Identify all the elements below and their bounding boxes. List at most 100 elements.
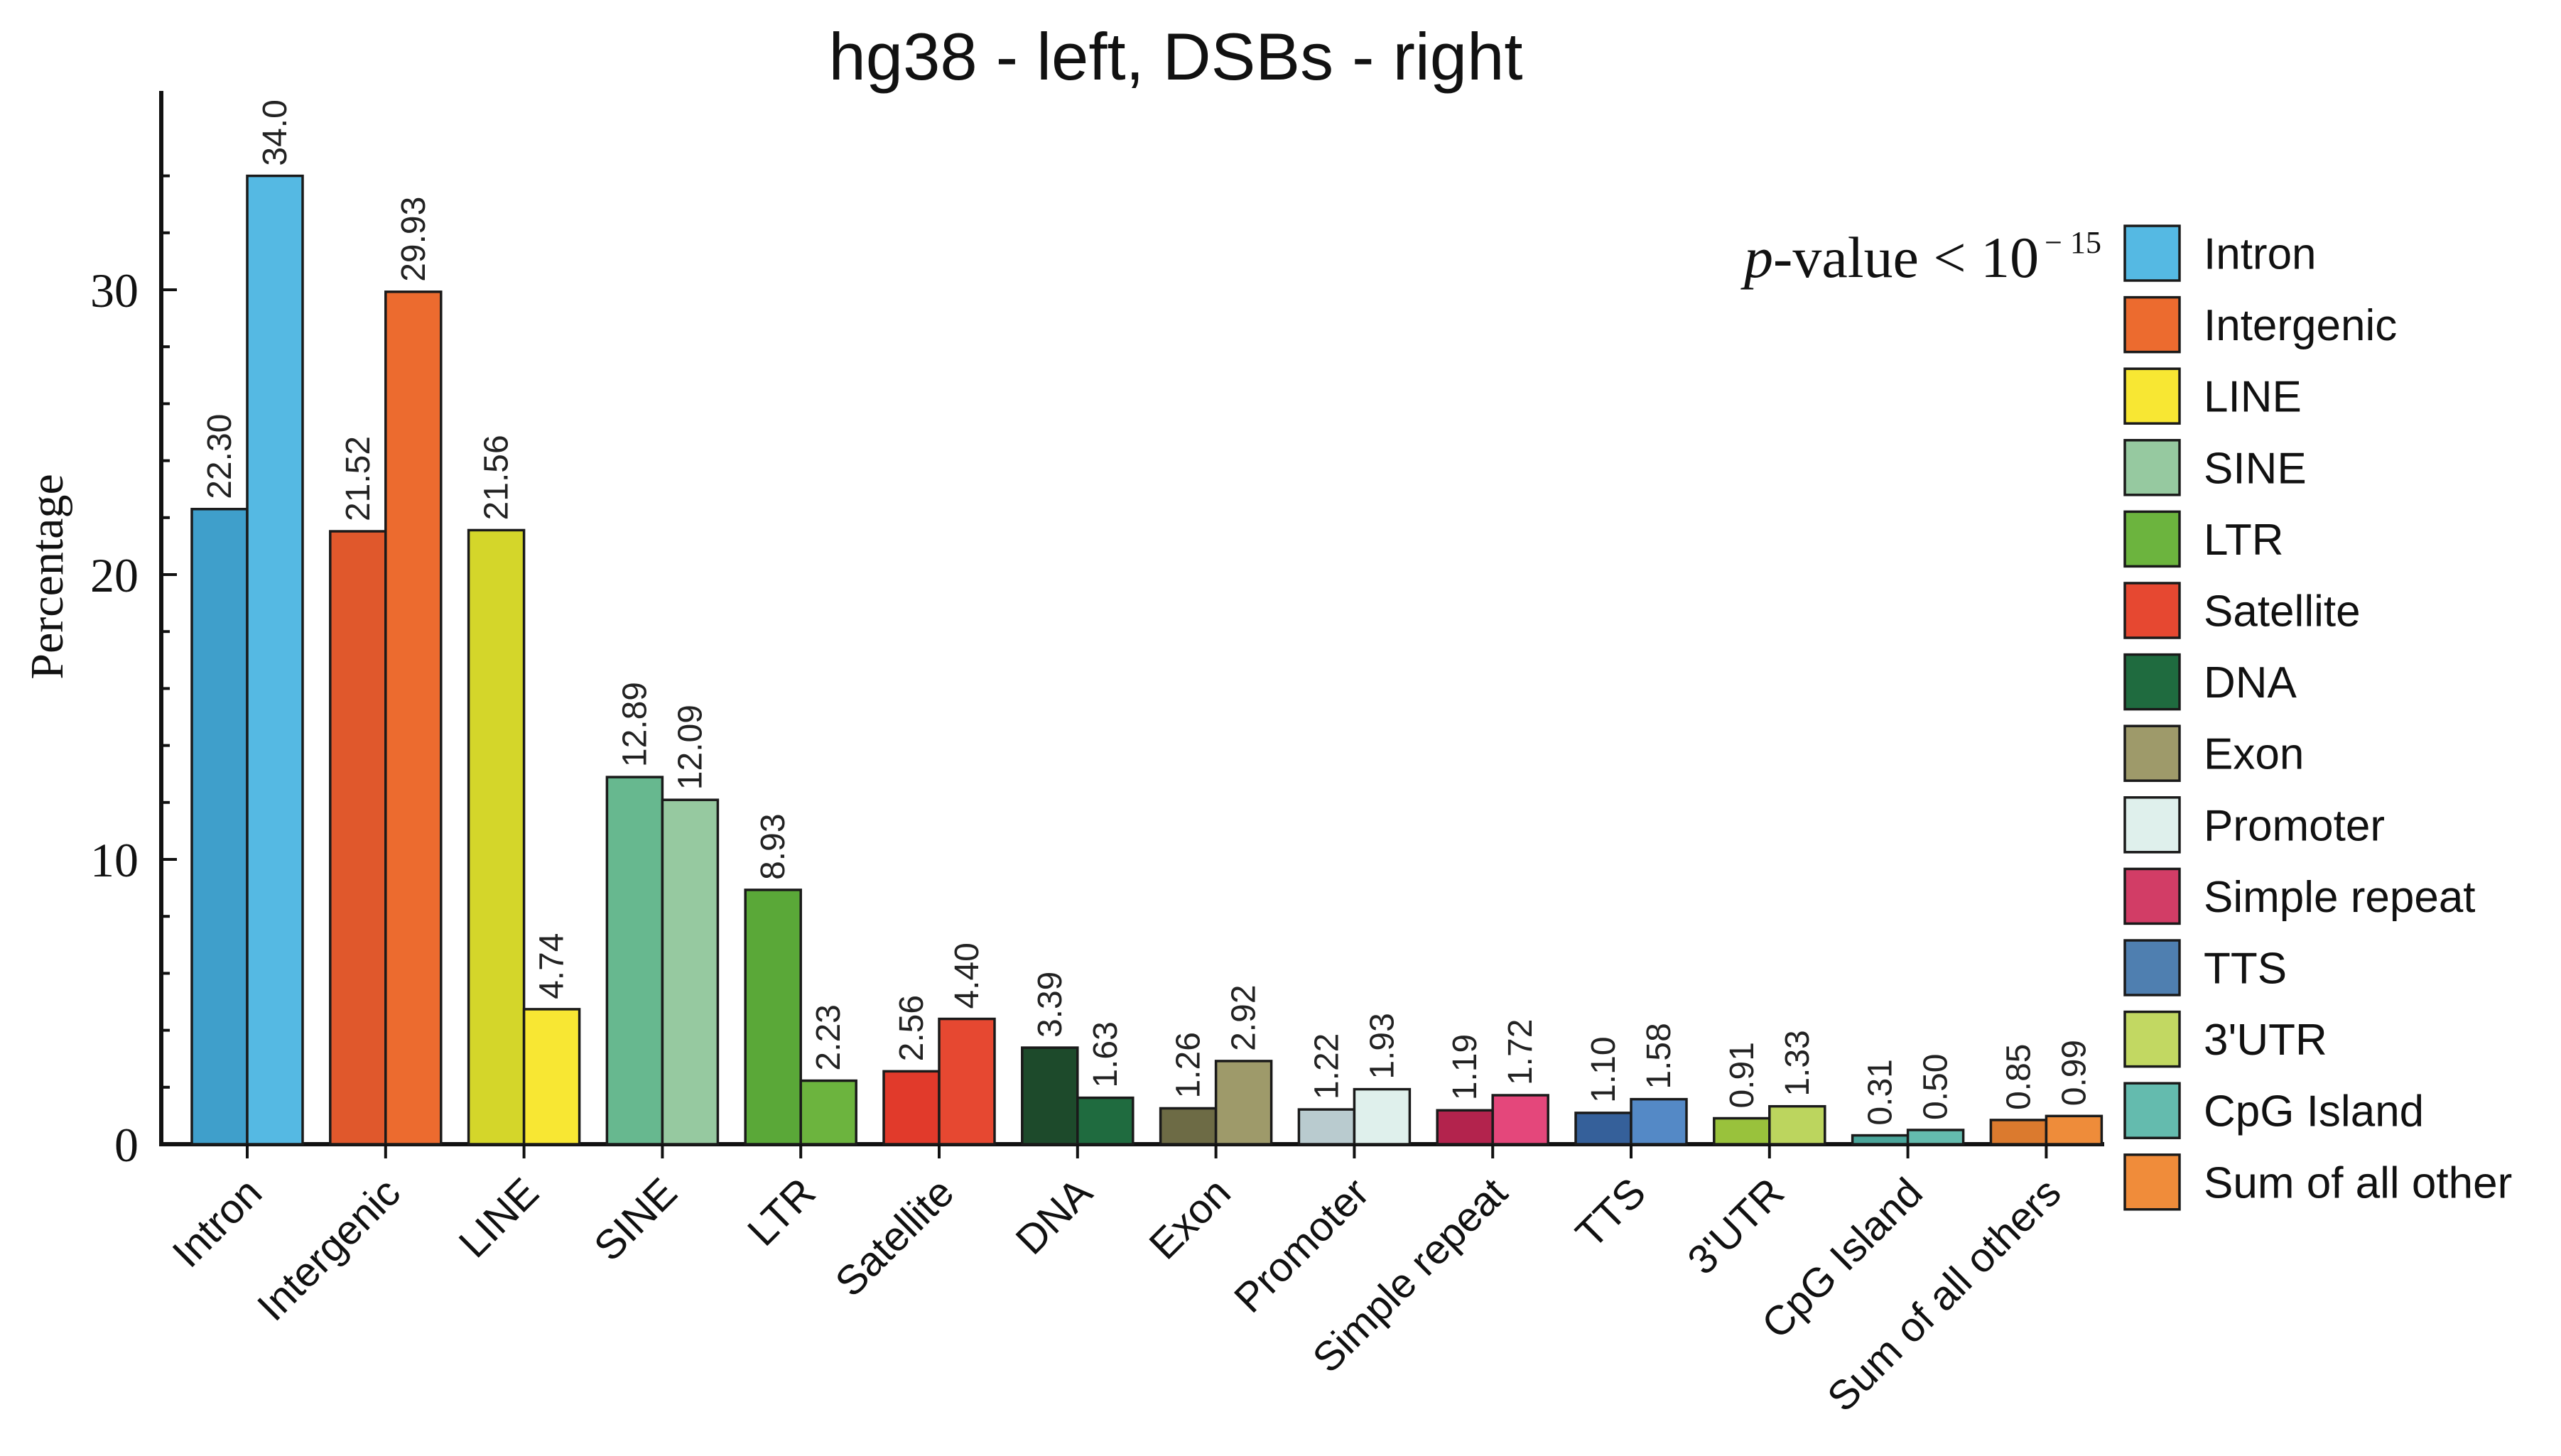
legend-swatch-3-utr [2123,1010,2181,1068]
x-tick-label-intron: Intron [163,1169,271,1276]
value-label-3-utr-dsbs: 1.33 [1779,1030,1816,1096]
bar-3-utr-hg38 [1713,1117,1771,1146]
chart-title: hg38 - left, DSBs - right [829,19,1523,94]
value-label-cpg-island-hg38: 0.31 [1862,1059,1900,1125]
bar-intergenic-dsbs [384,290,443,1146]
legend-label-line: LINE [2204,373,2302,422]
value-label-dna-dsbs: 1.63 [1087,1021,1125,1087]
bar-sine-dsbs [661,798,720,1146]
bar-intron-hg38 [190,508,249,1146]
legend-swatch-dna [2123,653,2181,711]
x-tick-label-ltr: LTR [739,1169,824,1254]
bar-cpg-island-hg38 [1851,1134,1910,1146]
legend: Intron Intergenic LINE SINE LTR Satellite DNA E… [2123,224,2512,1211]
y-tick-label: 20 [90,548,139,602]
bar-dna-hg38 [1021,1046,1079,1146]
bar-tts-hg38 [1574,1112,1633,1146]
bar-satellite-dsbs [938,1017,996,1146]
bar-sum-of-all-others-hg38 [1989,1119,2048,1146]
y-tick-label: 10 [90,833,139,887]
legend-label-satellite: Satellite [2204,587,2361,636]
value-label-line-hg38: 21.56 [478,435,516,520]
value-label-simple-repeat-dsbs: 1.72 [1502,1019,1539,1085]
value-label-promoter-hg38: 1.22 [1308,1033,1346,1099]
legend-swatch-intergenic [2123,295,2181,354]
legend-swatch-exon [2123,724,2181,782]
value-label-simple-repeat-hg38: 1.19 [1446,1034,1484,1100]
value-label-intergenic-dsbs: 29.93 [395,197,433,282]
legend-label-tts: TTS [2204,945,2287,994]
legend-swatch-cpg-island [2123,1082,2181,1139]
value-label-intron-hg38: 22.30 [201,414,239,499]
value-label-satellite-hg38: 2.56 [893,995,931,1061]
value-label-ltr-hg38: 8.93 [754,813,792,879]
value-label-sine-hg38: 12.89 [616,682,654,767]
bar-3-utr-dsbs [1768,1104,1826,1146]
legend-swatch-ltr [2123,510,2181,568]
value-label-satellite-dsbs: 4.40 [948,942,986,1009]
bar-ltr-hg38 [744,889,802,1146]
bar-satellite-hg38 [882,1070,941,1146]
bar-line-hg38 [467,528,526,1146]
x-tick-label-sum-of-all-others: Sum of all others [1819,1169,2070,1420]
value-label-tts-hg38: 1.10 [1585,1036,1623,1102]
x-tick-label-sine: SINE [585,1169,686,1270]
x-tick-label-exon: Exon [1140,1169,1239,1268]
x-tick-label-3-utr: 3'UTR [1679,1169,1793,1283]
legend-label-intron: Intron [2204,230,2317,279]
value-label-dna-hg38: 3.39 [1032,972,1069,1038]
p-value-exponent: − 15 [2045,225,2101,260]
value-label-exon-hg38: 1.26 [1170,1032,1208,1098]
value-label-ltr-dsbs: 2.23 [810,1004,848,1070]
value-label-sine-dsbs: 12.09 [671,705,709,790]
x-tick-label-tts: TTS [1567,1169,1655,1256]
value-label-tts-dsbs: 1.58 [1640,1023,1678,1089]
legend-label-dna: DNA [2204,658,2297,707]
legend-label-cpg-island: CpG Island [2204,1087,2424,1136]
value-label-sum-of-all-others-dsbs: 0.99 [2055,1040,2093,1106]
bar-exon-dsbs [1214,1060,1273,1146]
bar-tts-dsbs [1630,1097,1688,1146]
bar-simple-repeat-dsbs [1491,1094,1549,1146]
legend-label-3-utr: 3'UTR [2204,1016,2327,1065]
bar-promoter-dsbs [1353,1087,1412,1146]
value-label-promoter-dsbs: 1.93 [1363,1013,1401,1079]
y-axis-label: Percentage [21,474,73,680]
bar-dna-dsbs [1076,1096,1135,1146]
x-tick-label-dna: DNA [1007,1169,1101,1264]
p-value-italic: p [1740,225,1773,290]
value-label-3-utr-hg38: 0.91 [1723,1042,1761,1108]
bar-promoter-hg38 [1297,1108,1356,1146]
bar-cpg-island-dsbs [1906,1129,1965,1146]
value-label-intron-dsbs: 34.0 [256,99,294,165]
value-label-exon-dsbs: 2.92 [1225,984,1263,1050]
x-tick-label-satellite: Satellite [826,1169,963,1305]
value-label-intergenic-hg38: 21.52 [340,436,377,521]
legend-swatch-promoter [2123,796,2181,854]
legend-swatch-sine [2123,439,2181,496]
legend-label-simple-repeat: Simple repeat [2204,873,2476,922]
legend-label-intergenic: Intergenic [2204,301,2397,350]
y-ticks: 0 10 20 30 [90,174,177,1172]
x-tick-label-line: LINE [450,1169,548,1266]
legend-label-exon: Exon [2204,730,2304,779]
y-tick-label: 0 [114,1118,139,1172]
legend-swatch-intron [2123,224,2181,282]
legend-label-sine: SINE [2204,444,2307,493]
x-tick-label-intergenic: Intergenic [249,1169,409,1330]
value-label-cpg-island-dsbs: 0.50 [1917,1054,1955,1120]
bars [190,174,2104,1146]
bar-intron-dsbs [246,174,304,1146]
bar-line-dsbs [522,1008,581,1146]
legend-swatch-line [2123,367,2181,425]
legend-swatch-simple-repeat [2123,867,2181,925]
p-value-annotation: p-value < 10− 15 [1740,225,2101,290]
bar-sum-of-all-others-dsbs [2045,1114,2104,1146]
bar-sine-hg38 [605,776,664,1146]
value-label-line-dsbs: 4.74 [534,933,571,999]
legend-swatch-tts [2123,939,2181,996]
value-label-sum-of-all-others-hg38: 0.85 [2000,1043,2037,1109]
bar-intergenic-hg38 [329,530,387,1146]
